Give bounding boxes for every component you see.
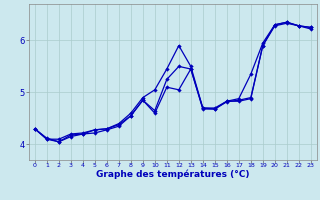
X-axis label: Graphe des températures (°C): Graphe des températures (°C) — [96, 170, 250, 179]
